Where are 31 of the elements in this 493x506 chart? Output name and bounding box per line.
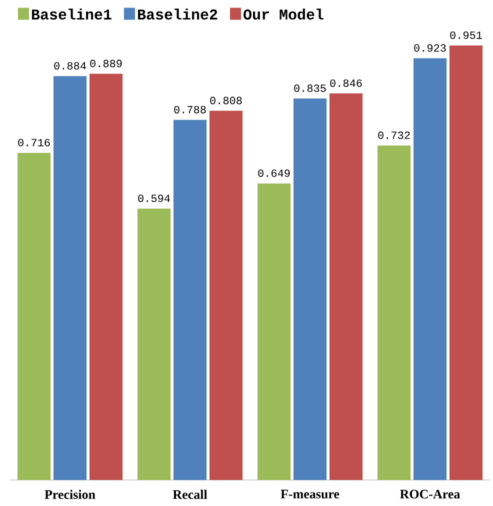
bar [414,58,446,480]
bar [18,152,50,480]
data-label: 0.884 [54,62,86,70]
bar [138,208,170,480]
bar [90,74,122,480]
data-label: 0.923 [414,44,446,52]
x-tick-label: F-measure [280,490,340,498]
data-label: 0.788 [174,106,206,114]
data-label: 0.594 [138,194,170,202]
bar [210,110,243,480]
bar [450,45,483,480]
data-label: 0.808 [210,96,242,104]
data-label: 0.732 [378,132,410,139]
bar [258,183,290,480]
bar [174,120,206,480]
bar [330,93,362,480]
data-label: 0.835 [294,84,326,92]
data-label: 0.716 [18,138,50,146]
x-tick-label: ROC-Area [400,490,460,499]
legend-label: Baseline2 [138,8,218,20]
legend-label: Our Model [244,8,324,20]
data-label: 0.889 [90,60,122,68]
data-label: 0.846 [330,79,362,87]
x-tick-label: Precision [44,490,96,499]
bar [378,146,411,480]
bar [54,76,87,480]
data-label: 0.951 [450,31,482,39]
data-label: 0.649 [258,169,290,177]
x-tick-label: Recall [172,490,208,499]
legend-label: Baseline1 [32,8,112,20]
bar [294,98,327,480]
